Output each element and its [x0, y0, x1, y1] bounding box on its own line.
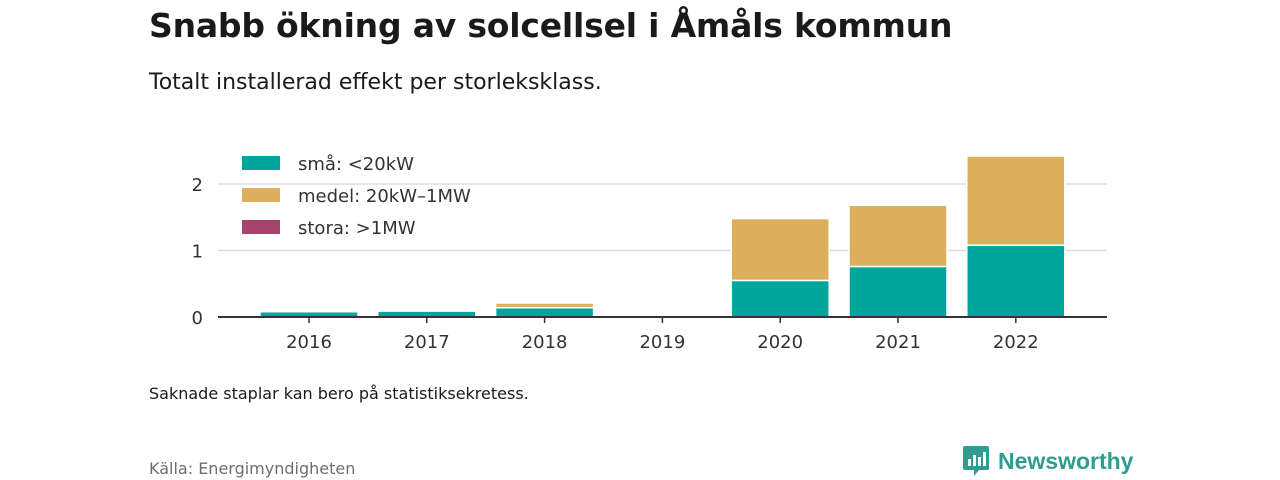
x-tick-label: 2021: [875, 332, 921, 353]
bar-2018-series-1: [494, 302, 595, 309]
newsworthy-logo-icon: [963, 446, 989, 476]
y-tick-label: 1: [192, 242, 203, 263]
bar-2017-series-1: [377, 309, 477, 312]
x-axis-ticks: 2016 2017 2018 2019 2020 2021 2022: [286, 317, 1039, 353]
gridlines: [218, 183, 1107, 252]
bar-chart: 0 1 2 2016 2017 2018 2019 2020 2021 2022 små: <2…: [192, 154, 1107, 353]
legend-swatch-0: [242, 156, 280, 170]
legend-label-2: stora: >1MW: [298, 218, 416, 239]
y-tick-label: 0: [192, 308, 203, 329]
x-tick-label: 2019: [639, 332, 685, 353]
bars: [259, 155, 1066, 318]
chart-title: Snabb ökning av solcellsel i Åmåls kommu…: [149, 6, 953, 45]
legend-swatch-2: [242, 220, 280, 234]
legend-swatch-1: [242, 188, 280, 202]
y-tick-label: 2: [192, 175, 203, 196]
source-text: Källa: Energimyndigheten: [149, 459, 356, 478]
x-tick-label: 2018: [522, 332, 568, 353]
x-tick-label: 2016: [286, 332, 332, 353]
y-axis-ticks: 0 1 2: [192, 175, 203, 329]
bar-2022-series-0: [966, 244, 1066, 318]
chart-subtitle: Totalt installerad effekt per storlekskl…: [149, 70, 602, 95]
bar-2016-series-1: [259, 309, 359, 313]
x-tick-label: 2020: [757, 332, 803, 353]
legend-label-1: medel: 20kW–1MW: [298, 186, 471, 207]
footnote: Saknade staplar kan bero på statistiksek…: [149, 384, 529, 403]
brand-name: Newsworthy: [998, 447, 1134, 474]
x-tick-label: 2017: [404, 332, 450, 353]
legend-label-0: små: <20kW: [298, 154, 414, 175]
bar-2020-series-0: [730, 279, 830, 318]
bar-2020-series-1: [730, 217, 830, 282]
legend: små: <20kW medel: 20kW–1MW stora: >1MW: [242, 154, 471, 239]
x-tick-label: 2022: [993, 332, 1039, 353]
brand-logo: Newsworthy: [962, 445, 1133, 477]
bar-2021-series-0: [848, 265, 948, 318]
bar-2018-series-0: [494, 306, 595, 318]
bar-2022-series-1: [966, 155, 1066, 246]
bar-2021-series-1: [848, 204, 948, 268]
